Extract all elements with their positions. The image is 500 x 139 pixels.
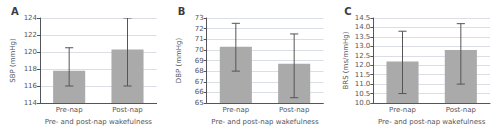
- svg-text:Post-nap: Post-nap: [446, 106, 477, 114]
- svg-text:114: 114: [24, 99, 38, 107]
- svg-text:65: 65: [195, 99, 204, 107]
- svg-text:14.0: 14.0: [355, 23, 371, 31]
- svg-text:73: 73: [195, 14, 204, 22]
- svg-text:118: 118: [24, 65, 37, 73]
- svg-text:10.0: 10.0: [355, 99, 371, 107]
- svg-text:SBP (mmHg): SBP (mmHg): [9, 38, 17, 83]
- svg-text:116: 116: [24, 82, 38, 90]
- svg-text:68: 68: [195, 67, 204, 75]
- svg-text:13.5: 13.5: [355, 33, 371, 41]
- svg-text:66: 66: [195, 88, 204, 96]
- svg-text:11.5: 11.5: [355, 71, 371, 79]
- svg-text:Post-nap: Post-nap: [279, 106, 310, 114]
- svg-text:B: B: [178, 6, 186, 17]
- svg-text:Pre-nap: Pre-nap: [389, 106, 416, 114]
- svg-text:BRS (ms/mmHg): BRS (ms/mmHg): [342, 31, 350, 89]
- svg-text:71: 71: [195, 35, 204, 43]
- svg-text:120: 120: [24, 48, 37, 56]
- svg-text:Pre-nap: Pre-nap: [222, 106, 249, 114]
- svg-text:122: 122: [24, 31, 37, 39]
- svg-text:DBP (mmHg): DBP (mmHg): [175, 38, 183, 84]
- svg-text:10.5: 10.5: [355, 90, 371, 98]
- svg-text:12.5: 12.5: [355, 52, 371, 60]
- svg-text:14.5: 14.5: [355, 14, 371, 22]
- svg-text:12.0: 12.0: [355, 61, 371, 69]
- svg-text:124: 124: [24, 14, 38, 22]
- svg-text:Pre- and post-nap wakefulness: Pre- and post-nap wakefulness: [45, 118, 153, 126]
- svg-text:13.0: 13.0: [355, 42, 371, 50]
- svg-text:67: 67: [195, 78, 204, 86]
- svg-text:C: C: [344, 6, 351, 17]
- svg-text:A: A: [11, 6, 19, 17]
- svg-text:69: 69: [195, 57, 204, 65]
- svg-text:Post-nap: Post-nap: [112, 106, 143, 114]
- svg-text:Pre-nap: Pre-nap: [56, 106, 83, 114]
- svg-text:72: 72: [195, 25, 204, 33]
- svg-text:Pre- and post-nap wakefulness: Pre- and post-nap wakefulness: [211, 118, 319, 126]
- svg-text:Pre- and post-nap wakefulness: Pre- and post-nap wakefulness: [378, 118, 486, 126]
- svg-text:11.0: 11.0: [355, 80, 371, 88]
- svg-text:70: 70: [195, 46, 204, 54]
